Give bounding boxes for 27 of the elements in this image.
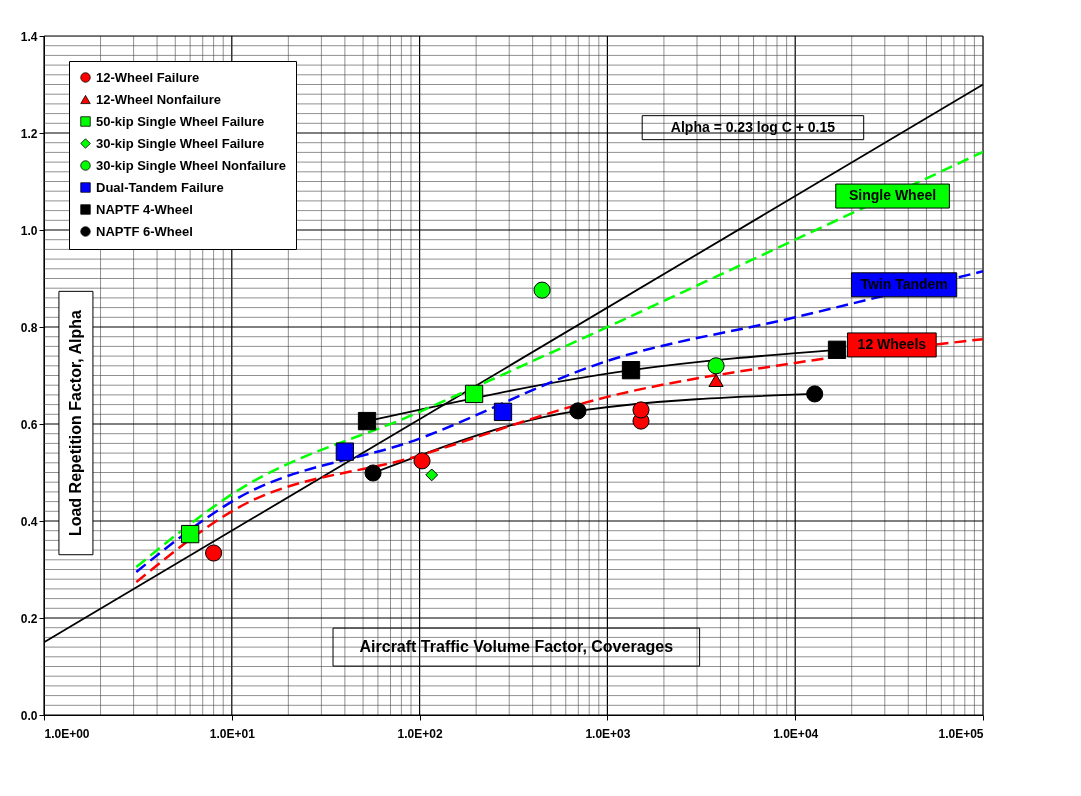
y-tick-label: 0.6 [20, 417, 38, 432]
x-tick-label: 1.0E+04 [773, 726, 819, 741]
legend-label: 12-Wheel Failure [96, 69, 200, 85]
legend-label: 12-Wheel Nonfailure [96, 91, 221, 107]
x-tick-label: 1.0E+00 [44, 726, 90, 741]
annotation: Alpha = 0.23 log C + 0.15 [670, 118, 836, 135]
legend-label: 50-kip Single Wheel Failure [96, 113, 265, 129]
y-tick-label: 0.8 [20, 320, 38, 335]
x-tick-label: 1.0E+02 [397, 726, 443, 741]
y-tick-label: 0.2 [20, 611, 38, 626]
legend-label: 30-kip Single Wheel Failure [96, 135, 265, 151]
x-tick-label: 1.0E+01 [209, 726, 256, 741]
legend-label: NAPTF 4-Wheel [96, 201, 193, 217]
x-tick-label: 1.0E+03 [585, 726, 631, 741]
y-tick-label: 1.2 [20, 126, 38, 141]
y-tick-label: 0.4 [20, 514, 38, 529]
annotation: Twin Tandem [860, 275, 948, 292]
y-axis-title: Load Repetition Factor, Alpha [66, 309, 84, 537]
legend-label: Dual-Tandem Failure [96, 179, 224, 195]
legend-label: 30-kip Single Wheel Nonfailure [96, 157, 286, 173]
y-tick-label: 0.0 [20, 708, 38, 723]
y-tick-label: 1.4 [20, 29, 38, 44]
annotation: 12 Wheels [857, 335, 927, 352]
annotation: Single Wheel [849, 187, 937, 204]
legend-label: NAPTF 6-Wheel [96, 223, 193, 239]
x-tick-label: 1.0E+05 [938, 726, 984, 741]
y-tick-label: 1.0 [20, 223, 38, 238]
